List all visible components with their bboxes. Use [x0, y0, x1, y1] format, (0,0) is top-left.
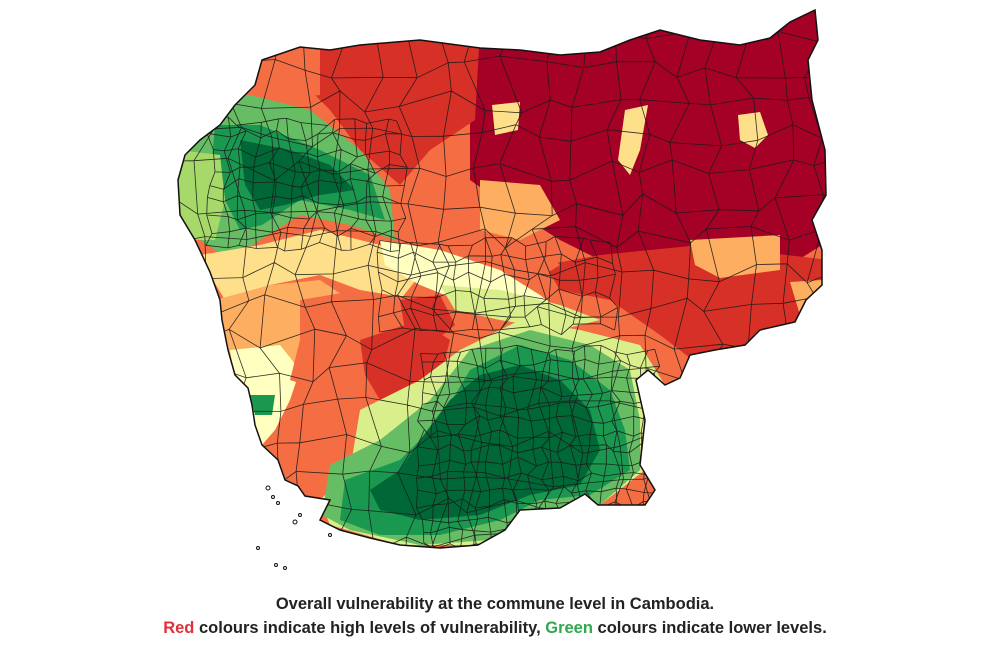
caption-green-word: Green [545, 619, 593, 637]
island [265, 485, 271, 491]
region-coast-low [250, 395, 275, 415]
island [298, 513, 302, 517]
region-west-neutral [200, 230, 420, 300]
caption-red-word: Red [163, 619, 195, 637]
commune-border-mesh [376, 236, 619, 336]
island [328, 533, 332, 537]
island [292, 519, 298, 525]
vulnerability-map [177, 9, 827, 570]
region-east-midhigh [545, 245, 826, 358]
region-central-north-midlow [480, 180, 560, 240]
region-west-lowmid [178, 150, 225, 240]
islands [256, 485, 332, 570]
caption-mid-text: colours indicate high levels of vulnerab… [194, 619, 546, 637]
island [274, 563, 278, 567]
cambodia-choropleth [177, 9, 827, 570]
region-east-midlow [690, 235, 780, 278]
region-ne-neutral-1 [618, 105, 648, 175]
map-caption-legend: Red colours indicate high levels of vuln… [0, 619, 990, 638]
island [271, 495, 275, 499]
island [283, 566, 287, 570]
island [256, 546, 260, 550]
region-northwest-lowest-core [240, 140, 355, 210]
island [276, 501, 280, 505]
map-caption-title: Overall vulnerability at the commune lev… [275, 595, 715, 613]
caption-end-text: colours indicate lower levels. [592, 619, 827, 637]
region-central-midhigh-2 [400, 295, 455, 345]
region-n-neutral-3 [492, 102, 520, 135]
